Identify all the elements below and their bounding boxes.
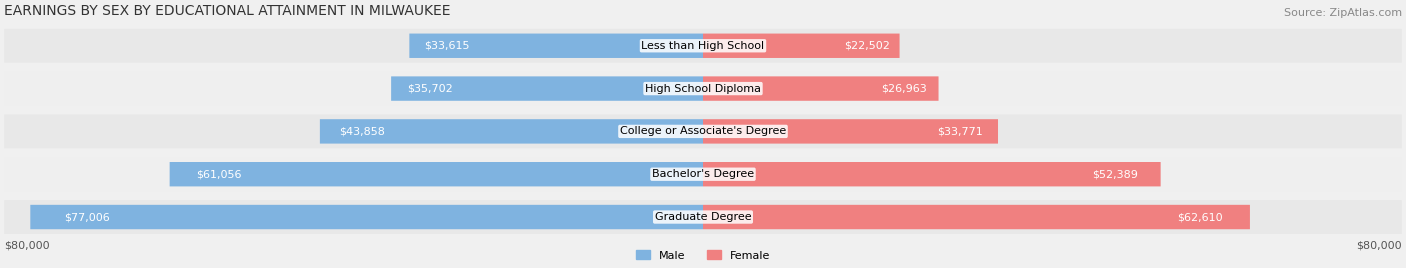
Text: $77,006: $77,006 bbox=[63, 212, 110, 222]
Text: $35,702: $35,702 bbox=[406, 84, 453, 94]
Text: $52,389: $52,389 bbox=[1092, 169, 1137, 179]
FancyBboxPatch shape bbox=[409, 34, 703, 58]
Text: $61,056: $61,056 bbox=[197, 169, 242, 179]
Text: $33,615: $33,615 bbox=[425, 41, 470, 51]
Text: Source: ZipAtlas.com: Source: ZipAtlas.com bbox=[1284, 8, 1402, 18]
Text: Less than High School: Less than High School bbox=[641, 41, 765, 51]
FancyBboxPatch shape bbox=[31, 205, 703, 229]
Text: College or Associate's Degree: College or Associate's Degree bbox=[620, 126, 786, 136]
FancyBboxPatch shape bbox=[391, 76, 703, 101]
FancyBboxPatch shape bbox=[4, 72, 1402, 106]
FancyBboxPatch shape bbox=[703, 76, 939, 101]
FancyBboxPatch shape bbox=[703, 34, 900, 58]
FancyBboxPatch shape bbox=[4, 157, 1402, 191]
Text: EARNINGS BY SEX BY EDUCATIONAL ATTAINMENT IN MILWAUKEE: EARNINGS BY SEX BY EDUCATIONAL ATTAINMEN… bbox=[4, 4, 451, 18]
Legend: Male, Female: Male, Female bbox=[631, 246, 775, 265]
Text: $80,000: $80,000 bbox=[4, 241, 49, 251]
FancyBboxPatch shape bbox=[703, 162, 1160, 187]
Text: $22,502: $22,502 bbox=[844, 41, 890, 51]
Text: $26,963: $26,963 bbox=[882, 84, 927, 94]
Text: Bachelor's Degree: Bachelor's Degree bbox=[652, 169, 754, 179]
Text: $80,000: $80,000 bbox=[1357, 241, 1402, 251]
FancyBboxPatch shape bbox=[321, 119, 703, 144]
FancyBboxPatch shape bbox=[703, 119, 998, 144]
Text: $62,610: $62,610 bbox=[1177, 212, 1223, 222]
FancyBboxPatch shape bbox=[703, 205, 1250, 229]
Text: $43,858: $43,858 bbox=[339, 126, 385, 136]
FancyBboxPatch shape bbox=[4, 200, 1402, 234]
FancyBboxPatch shape bbox=[4, 29, 1402, 63]
Text: $33,771: $33,771 bbox=[938, 126, 983, 136]
FancyBboxPatch shape bbox=[170, 162, 703, 187]
FancyBboxPatch shape bbox=[4, 114, 1402, 148]
Text: Graduate Degree: Graduate Degree bbox=[655, 212, 751, 222]
Text: High School Diploma: High School Diploma bbox=[645, 84, 761, 94]
